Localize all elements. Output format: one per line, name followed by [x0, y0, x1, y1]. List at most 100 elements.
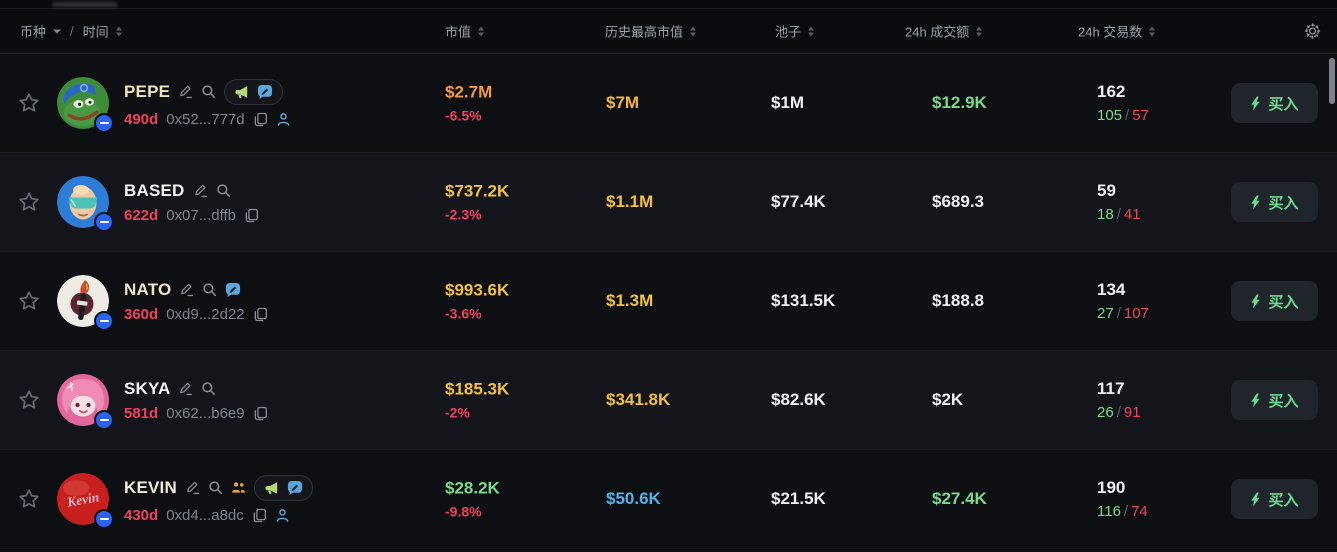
- column-header-token-time[interactable]: 币种 / 时间: [20, 22, 122, 41]
- favorite-star-icon[interactable]: [17, 289, 41, 313]
- sells-count: 74: [1131, 503, 1148, 520]
- sort-icon: [115, 26, 122, 36]
- buy-button[interactable]: 买入: [1231, 182, 1318, 222]
- token-age: 581d: [124, 404, 159, 422]
- ath-market-cap-cell: $7M: [606, 93, 640, 112]
- search-icon[interactable]: [208, 480, 223, 495]
- lightning-icon: [1250, 492, 1261, 507]
- table-row[interactable]: PEPE 490d 0x52...777d $2.7M -6.5: [0, 54, 1337, 153]
- token-avatar[interactable]: [57, 275, 114, 331]
- favorite-star-icon[interactable]: [17, 91, 41, 115]
- table-header: 币种 / 时间 市值 历史最高市值 池子 24h 成交额 24h 交易数: [0, 9, 1337, 54]
- token-avatar[interactable]: [57, 77, 114, 133]
- settings-gear-icon[interactable]: [1304, 23, 1321, 40]
- contract-address: 0xd9...2d22: [166, 305, 245, 323]
- tx-count-cell: 162 105/57: [1097, 82, 1149, 124]
- edit-icon[interactable]: [179, 282, 194, 297]
- buy-button[interactable]: 买入: [1231, 281, 1318, 321]
- token-age: 622d: [124, 206, 159, 224]
- table-row[interactable]: KEVIN 430d 0xd4...a8dc $28.: [0, 450, 1337, 549]
- change-percent: -2%: [445, 404, 470, 421]
- pool-cell: $77.4K: [771, 192, 826, 211]
- holder-person-icon[interactable]: [276, 112, 291, 127]
- market-cap-cell: $185.3K -2%: [445, 379, 510, 421]
- copy-icon[interactable]: [244, 208, 259, 223]
- social-links-pill: [253, 474, 313, 501]
- column-header-volume-24h[interactable]: 24h 成交额: [905, 22, 983, 41]
- pool-cell: $1M: [771, 93, 805, 112]
- change-percent: -9.8%: [445, 503, 482, 520]
- favorite-star-icon[interactable]: [17, 190, 41, 214]
- lightning-icon: [1250, 96, 1261, 111]
- tx-count-cell: 117 26/91: [1097, 379, 1141, 421]
- column-header-ath-market-cap[interactable]: 历史最高市值: [605, 22, 697, 41]
- volume-cell: $2K: [932, 390, 964, 409]
- token-avatar[interactable]: [57, 374, 114, 430]
- column-header-tx-24h[interactable]: 24h 交易数: [1078, 22, 1156, 41]
- edit-icon[interactable]: [178, 84, 193, 99]
- buy-button[interactable]: 买入: [1231, 83, 1318, 123]
- token-avatar[interactable]: [57, 176, 114, 232]
- column-header-pool[interactable]: 池子: [775, 22, 815, 41]
- pool-cell: $131.5K: [771, 291, 836, 310]
- copy-icon[interactable]: [253, 112, 268, 127]
- token-age: 360d: [124, 305, 159, 323]
- search-icon[interactable]: [216, 183, 231, 198]
- favorite-star-icon[interactable]: [17, 388, 41, 412]
- table-row[interactable]: SKYA 581d 0x62...b6e9 $185.3K -2% $341.8…: [0, 351, 1337, 450]
- search-icon[interactable]: [201, 84, 216, 99]
- holder-person-icon[interactable]: [275, 508, 290, 523]
- community-people-icon[interactable]: [231, 480, 246, 495]
- search-icon[interactable]: [202, 282, 217, 297]
- base-chain-badge-icon: [94, 113, 114, 133]
- copy-icon[interactable]: [253, 406, 268, 421]
- token-name[interactable]: KEVIN: [124, 477, 177, 497]
- buys-count: 116: [1097, 503, 1121, 520]
- buy-button[interactable]: 买入: [1231, 380, 1318, 420]
- token-name[interactable]: PEPE: [124, 81, 171, 101]
- volume-cell: $12.9K: [932, 93, 987, 112]
- search-icon[interactable]: [201, 381, 216, 396]
- lightning-icon: [1250, 393, 1261, 408]
- contract-address: 0x07...dffb: [166, 206, 236, 224]
- buy-button[interactable]: 买入: [1231, 479, 1318, 519]
- contract-address: 0x52...777d: [166, 110, 245, 128]
- edit-icon[interactable]: [185, 480, 200, 495]
- base-chain-badge-icon: [94, 311, 114, 331]
- tx-count-cell: 59 18/41: [1097, 181, 1141, 223]
- telegram-note-icon[interactable]: [287, 480, 303, 496]
- favorite-star-icon[interactable]: [17, 487, 41, 511]
- copy-icon[interactable]: [253, 307, 268, 322]
- sort-icon: [1149, 26, 1156, 36]
- token-name[interactable]: SKYA: [124, 378, 171, 398]
- table-row[interactable]: BASED 622d 0x07...dffb $737.2K -2.3% $1.…: [0, 153, 1337, 252]
- top-tab-indicator: [52, 2, 118, 7]
- pool-cell: $21.5K: [771, 489, 826, 508]
- telegram-note-icon[interactable]: [257, 84, 273, 100]
- edit-icon[interactable]: [193, 183, 208, 198]
- token-name[interactable]: BASED: [124, 180, 185, 200]
- megaphone-icon[interactable]: [264, 480, 280, 496]
- table-row[interactable]: NATO 360d 0xd9...2d22 $993.6K -3.6% $1.3…: [0, 252, 1337, 351]
- change-percent: -6.5%: [445, 107, 482, 124]
- dropdown-caret-icon: [53, 29, 62, 33]
- lightning-icon: [1250, 294, 1261, 309]
- tx-count-cell: 190 116/74: [1097, 478, 1148, 520]
- megaphone-icon[interactable]: [234, 84, 250, 100]
- sells-count: 41: [1123, 206, 1141, 223]
- token-age: 490d: [124, 110, 159, 128]
- vertical-scrollbar-thumb[interactable]: [1329, 58, 1335, 104]
- sells-count: 91: [1123, 404, 1141, 421]
- token-avatar[interactable]: [57, 473, 114, 529]
- column-header-market-cap[interactable]: 市值: [445, 22, 485, 41]
- sort-icon: [690, 26, 697, 36]
- edit-icon[interactable]: [178, 381, 193, 396]
- copy-icon[interactable]: [252, 508, 267, 523]
- contract-address: 0xd4...a8dc: [166, 506, 244, 524]
- sort-icon: [478, 26, 485, 36]
- telegram-note-icon[interactable]: [225, 282, 241, 298]
- time-column-label: 时间: [82, 24, 109, 40]
- token-name[interactable]: NATO: [124, 279, 172, 299]
- buys-count: 105: [1097, 107, 1123, 124]
- volume-cell: $188.8: [932, 291, 984, 310]
